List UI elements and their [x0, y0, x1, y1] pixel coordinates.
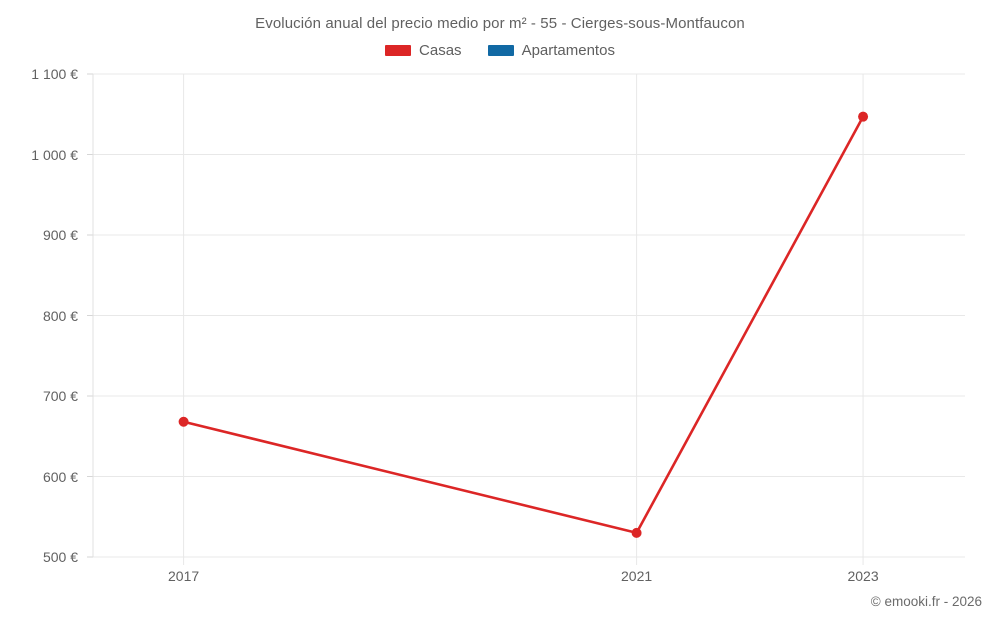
legend-item-casas[interactable]: Casas — [385, 42, 462, 59]
x-tick-label: 2017 — [168, 568, 200, 584]
series-line-0 — [182, 115, 865, 535]
x-gridlines — [183, 74, 864, 565]
y-tick-label: 500 € — [42, 549, 78, 565]
footer-credit: © emooki.fr - 2026 — [870, 594, 982, 609]
y-tick-label: 700 € — [42, 388, 78, 404]
data-point-marker[interactable] — [631, 527, 642, 538]
y-tick-label: 600 € — [42, 468, 78, 485]
legend-item-apartamentos[interactable]: Apartamentos — [487, 42, 615, 59]
legend-label-casas: Casas — [419, 42, 462, 59]
legend-label-apartamentos: Apartamentos — [521, 42, 615, 59]
y-gridlines — [87, 73, 965, 558]
x-tick-label: 2021 — [621, 568, 653, 584]
legend-swatch-apartamentos — [487, 45, 514, 56]
y-tick-label: 1 100 € — [31, 66, 78, 82]
chart-title: Evolución anual del precio medio por m² … — [255, 15, 745, 32]
legend-swatch-casas — [385, 45, 412, 56]
y-tick-label: 900 € — [42, 227, 78, 243]
series-markers — [178, 111, 869, 538]
y-tick-label: 1 000 € — [31, 146, 78, 163]
chart-legend: Casas Apartamentos — [0, 42, 1000, 59]
data-point-marker[interactable] — [178, 416, 189, 427]
series-lines — [182, 115, 865, 535]
x-tick-label: 2023 — [847, 568, 879, 584]
data-point-marker[interactable] — [858, 111, 869, 122]
y-tick-label: 800 € — [42, 307, 78, 324]
